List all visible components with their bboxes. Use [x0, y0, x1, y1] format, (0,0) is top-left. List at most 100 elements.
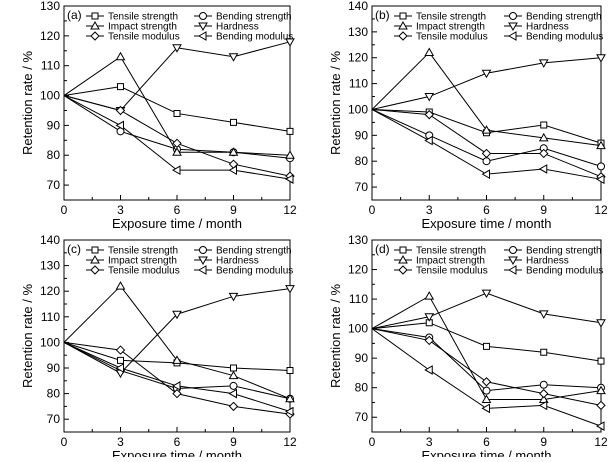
x-axis-label: Exposure time / month — [421, 216, 551, 231]
data-point — [539, 148, 549, 159]
panel-label: (b) — [375, 8, 390, 22]
legend-marker — [91, 246, 99, 254]
y-tick-label: 110 — [349, 292, 368, 306]
chart-panel: 0 3 6 9 12 70 80 90 100 110 120 130 140 Exposure time… — [20, 233, 297, 462]
legend-marker — [399, 12, 407, 20]
legend-marker — [198, 256, 208, 266]
panel-label: (c) — [67, 242, 81, 256]
legend-marker — [197, 31, 207, 41]
data-point — [424, 335, 434, 346]
x-tick-label: 6 — [483, 203, 490, 217]
x-axis-label: Exposure time / month — [112, 216, 242, 231]
x-tick-label: 0 — [61, 203, 68, 217]
y-tick-label: 100 — [348, 322, 368, 336]
series-line — [371, 57, 602, 110]
legend-label: Impact strength — [416, 256, 485, 267]
y-tick-label: 90 — [47, 118, 61, 132]
data-point — [115, 345, 126, 355]
data-point — [424, 135, 433, 146]
legend-label: Bending modulus — [526, 32, 603, 43]
data-point — [596, 140, 606, 150]
data-point — [481, 377, 492, 387]
chart-panel: 0 3 6 9 12 70 80 90 100 110 120 130 140 Exposure time… — [328, 0, 608, 231]
legend-label: Bending modulus — [216, 266, 293, 277]
data-point — [173, 109, 181, 117]
legend-label: Tensile modulus — [416, 266, 488, 277]
x-tick-label: 9 — [230, 435, 237, 449]
data-point — [284, 174, 294, 184]
legend-marker — [199, 246, 207, 254]
data-point — [538, 59, 549, 68]
data-point — [596, 319, 606, 328]
data-point — [117, 356, 124, 364]
legend-marker — [91, 12, 99, 20]
data-point — [481, 169, 490, 179]
legend-marker — [507, 31, 517, 41]
data-point — [424, 93, 435, 102]
legend-marker — [90, 254, 100, 264]
data-point — [115, 51, 126, 61]
data-point — [538, 132, 549, 142]
data-point — [481, 289, 492, 299]
data-point — [595, 174, 605, 185]
data-point — [285, 285, 295, 294]
data-point — [117, 83, 124, 91]
data-point — [597, 357, 605, 365]
legend-label: Hardness — [526, 22, 569, 33]
data-point — [595, 421, 605, 431]
data-point — [228, 388, 237, 399]
data-point — [482, 157, 491, 166]
data-point — [285, 393, 295, 403]
data-point — [538, 310, 549, 319]
x-tick-label: 6 — [174, 203, 181, 217]
legend-label: Impact strength — [416, 22, 485, 33]
y-tick-label: 70 — [47, 412, 61, 426]
y-tick-label: 140 — [40, 233, 60, 247]
panel-label: (a) — [67, 8, 82, 22]
data-point — [172, 355, 182, 364]
legend-marker — [90, 31, 100, 41]
legend-label: Tensile strength — [108, 246, 178, 257]
x-tick-label: 12 — [594, 203, 608, 217]
data-point — [538, 400, 548, 411]
legend-marker — [509, 246, 517, 254]
data-point — [230, 364, 237, 372]
x-tick-label: 3 — [117, 203, 124, 217]
data-point — [538, 394, 549, 404]
x-tick-label: 3 — [117, 435, 124, 449]
y-tick-label: 80 — [47, 148, 61, 162]
chart-panel: 0 3 6 9 12 70 80 90 100 110 120 130 Exposure time / … — [20, 0, 297, 231]
data-point — [172, 147, 182, 156]
y-axis-label: Retention rate / % — [20, 284, 35, 388]
legend-marker — [398, 20, 408, 30]
legend-label: Bending strength — [526, 246, 602, 257]
x-tick-label: 0 — [369, 435, 376, 449]
legend-label: Impact strength — [108, 256, 177, 267]
y-axis-label: Retention rate / % — [328, 284, 343, 388]
data-point — [539, 388, 549, 399]
legend-label: Tensile modulus — [108, 266, 180, 277]
data-point — [172, 310, 182, 320]
legend-label: Bending modulus — [526, 266, 603, 277]
legend-label: Hardness — [526, 256, 569, 267]
data-point — [172, 388, 182, 399]
x-tick-label: 9 — [540, 203, 547, 217]
legend-marker — [198, 22, 208, 32]
y-tick-label: 90 — [47, 361, 61, 375]
x-tick-label: 0 — [369, 203, 376, 217]
series-line — [63, 285, 291, 400]
legend-marker — [507, 265, 517, 275]
y-tick-label: 140 — [348, 0, 368, 13]
x-tick-label: 9 — [230, 203, 237, 217]
legend-marker — [398, 254, 408, 264]
data-point — [228, 370, 239, 380]
legend-label: Bending strength — [216, 246, 292, 257]
x-tick-label: 12 — [283, 435, 297, 449]
data-point — [540, 348, 548, 356]
data-point — [424, 109, 434, 120]
data-point — [285, 150, 295, 159]
data-point — [483, 342, 490, 350]
y-tick-label: 70 — [47, 178, 61, 192]
data-point — [115, 105, 126, 116]
